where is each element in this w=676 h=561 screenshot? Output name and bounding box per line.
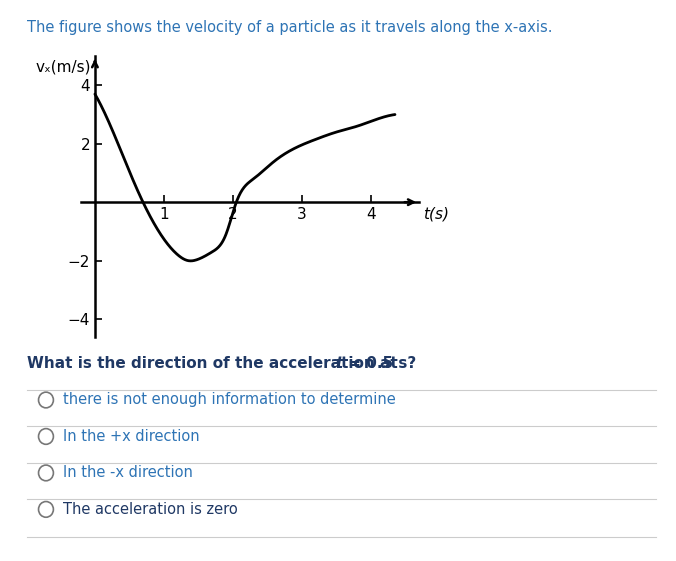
Text: there is not enough information to determine: there is not enough information to deter… [63, 393, 395, 407]
Text: t(s): t(s) [422, 206, 449, 222]
Text: t: t [335, 356, 343, 371]
Text: = 0.5 s?: = 0.5 s? [343, 356, 416, 371]
Text: What is the direction of the acceleration at: What is the direction of the acceleratio… [27, 356, 403, 371]
Text: In the -x direction: In the -x direction [63, 466, 193, 480]
Text: vₓ(m/s): vₓ(m/s) [36, 59, 91, 74]
Text: The figure shows the velocity of a particle as it travels along the x-axis.: The figure shows the velocity of a parti… [27, 20, 552, 35]
Text: In the +x direction: In the +x direction [63, 429, 199, 444]
Text: The acceleration is zero: The acceleration is zero [63, 502, 238, 517]
